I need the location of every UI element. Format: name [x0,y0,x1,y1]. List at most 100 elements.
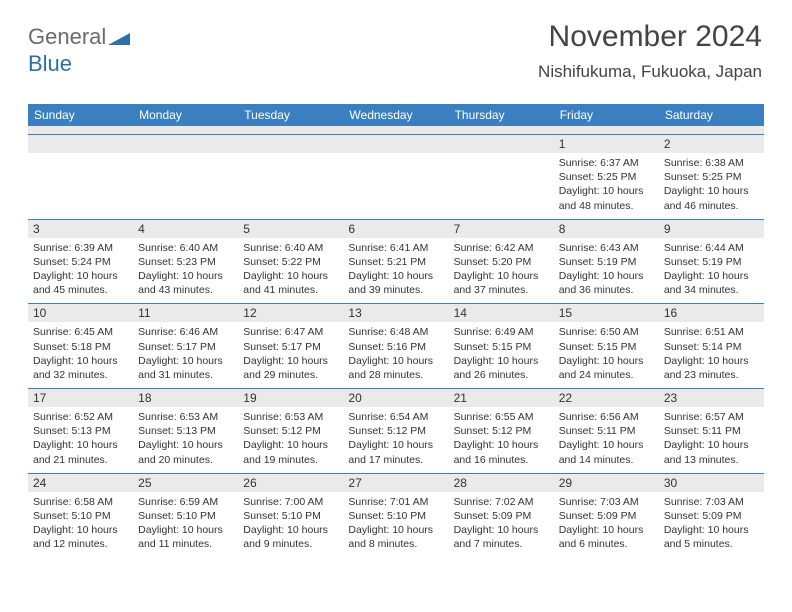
day-info: Sunrise: 6:38 AMSunset: 5:25 PMDaylight:… [664,156,759,213]
weeks-container: 1Sunrise: 6:37 AMSunset: 5:25 PMDaylight… [28,134,764,557]
dow-cell: Saturday [659,104,764,126]
sunrise-text: Sunrise: 6:49 AM [454,325,549,339]
day-cell: 5Sunrise: 6:40 AMSunset: 5:22 PMDaylight… [238,220,343,304]
day-cell: 18 Sunrise: 6:53 AMSunset: 5:13 PMDayligh… [133,389,238,473]
day-info: Sunrise: 6:41 AMSunset: 5:21 PMDaylight:… [348,241,443,298]
sunset-text: Sunset: 5:13 PM [138,424,233,438]
sunrise-text: Sunrise: 6:47 AM [243,325,338,339]
day-number: 21 [454,391,549,405]
sunset-text: Sunset: 5:19 PM [664,255,759,269]
day-info: Sunrise: 7:03 AMSunset: 5:09 PMDaylight:… [664,495,759,552]
daylight-text: Daylight: 10 hours and 19 minutes. [243,438,338,466]
sunset-text: Sunset: 5:25 PM [664,170,759,184]
sunrise-text: Sunrise: 6:48 AM [348,325,443,339]
sunrise-text: Sunrise: 6:46 AM [138,325,233,339]
day-cell: 7Sunrise: 6:42 AMSunset: 5:20 PMDaylight… [449,220,554,304]
day-number-strip: 10 [28,304,133,322]
sunset-text: Sunset: 5:09 PM [664,509,759,523]
day-number-strip: 7 [449,220,554,238]
daylight-text: Daylight: 10 hours and 12 minutes. [33,523,128,551]
daylight-text: Daylight: 10 hours and 43 minutes. [138,269,233,297]
day-number-strip: 18 [133,389,238,407]
week-row: 3Sunrise: 6:39 AMSunset: 5:24 PMDaylight… [28,219,764,304]
day-number: 26 [243,476,338,490]
day-number: 15 [559,306,654,320]
day-info: Sunrise: 6:48 AMSunset: 5:16 PMDaylight:… [348,325,443,382]
sunset-text: Sunset: 5:17 PM [243,340,338,354]
sunrise-text: Sunrise: 6:43 AM [559,241,654,255]
daylight-text: Daylight: 10 hours and 17 minutes. [348,438,443,466]
day-cell: 29Sunrise: 7:03 AMSunset: 5:09 PMDayligh… [554,474,659,558]
sunset-text: Sunset: 5:24 PM [33,255,128,269]
day-number-strip: 22 [554,389,659,407]
day-number-strip: 26 [238,474,343,492]
day-info: Sunrise: 6:40 AMSunset: 5:22 PMDaylight:… [243,241,338,298]
day-cell: 22Sunrise: 6:56 AMSunset: 5:11 PMDayligh… [554,389,659,473]
day-of-week-header: SundayMondayTuesdayWednesdayThursdayFrid… [28,104,764,126]
sunrise-text: Sunrise: 6:41 AM [348,241,443,255]
daylight-text: Daylight: 10 hours and 32 minutes. [33,354,128,382]
day-cell: 9 Sunrise: 6:44 AMSunset: 5:19 PMDaylight… [659,220,764,304]
day-number-strip: 21 [449,389,554,407]
day-info: Sunrise: 6:53 AMSunset: 5:13 PMDaylight:… [138,410,233,467]
day-number-strip [449,135,554,153]
sunrise-text: Sunrise: 6:50 AM [559,325,654,339]
day-number: 30 [664,476,759,490]
logo-triangle-icon [108,25,130,51]
day-number: 25 [138,476,233,490]
sunrise-text: Sunrise: 6:52 AM [33,410,128,424]
daylight-text: Daylight: 10 hours and 34 minutes. [664,269,759,297]
day-number: 23 [664,391,759,405]
daylight-text: Daylight: 10 hours and 26 minutes. [454,354,549,382]
sunset-text: Sunset: 5:09 PM [559,509,654,523]
sunrise-text: Sunrise: 7:03 AM [664,495,759,509]
day-cell: 10 Sunrise: 6:45 AMSunset: 5:18 PMDayligh… [28,304,133,388]
sunset-text: Sunset: 5:23 PM [138,255,233,269]
day-number: 1 [559,137,654,151]
sunrise-text: Sunrise: 7:01 AM [348,495,443,509]
week-row: 17Sunrise: 6:52 AMSunset: 5:13 PMDayligh… [28,388,764,473]
day-number-strip [343,135,448,153]
sunrise-text: Sunrise: 7:00 AM [243,495,338,509]
sunset-text: Sunset: 5:12 PM [243,424,338,438]
day-cell: 6Sunrise: 6:41 AMSunset: 5:21 PMDaylight… [343,220,448,304]
day-number-strip: 3 [28,220,133,238]
day-cell: 13 Sunrise: 6:48 AMSunset: 5:16 PMDayligh… [343,304,448,388]
dow-cell: Friday [554,104,659,126]
day-info: Sunrise: 6:55 AMSunset: 5:12 PMDaylight:… [454,410,549,467]
dow-cell: Tuesday [238,104,343,126]
day-info: Sunrise: 6:49 AMSunset: 5:15 PMDaylight:… [454,325,549,382]
day-cell: 12Sunrise: 6:47 AMSunset: 5:17 PMDayligh… [238,304,343,388]
sunset-text: Sunset: 5:21 PM [348,255,443,269]
spacer [28,126,764,134]
day-cell: 17Sunrise: 6:52 AMSunset: 5:13 PMDayligh… [28,389,133,473]
sunset-text: Sunset: 5:14 PM [664,340,759,354]
sunrise-text: Sunrise: 6:42 AM [454,241,549,255]
sunrise-text: Sunrise: 6:51 AM [664,325,759,339]
day-info: Sunrise: 6:58 AMSunset: 5:10 PMDaylight:… [33,495,128,552]
day-number: 29 [559,476,654,490]
sunset-text: Sunset: 5:11 PM [559,424,654,438]
day-cell [449,135,554,219]
day-info: Sunrise: 6:50 AMSunset: 5:15 PMDaylight:… [559,325,654,382]
day-number: 13 [348,306,443,320]
sunset-text: Sunset: 5:25 PM [559,170,654,184]
day-cell: 4Sunrise: 6:40 AMSunset: 5:23 PMDaylight… [133,220,238,304]
day-number: 7 [454,222,549,236]
sunrise-text: Sunrise: 6:56 AM [559,410,654,424]
sunrise-text: Sunrise: 6:38 AM [664,156,759,170]
day-info: Sunrise: 6:44 AMSunset: 5:19 PMDaylight:… [664,241,759,298]
day-number: 14 [454,306,549,320]
day-info: Sunrise: 6:45 AMSunset: 5:18 PMDaylight:… [33,325,128,382]
sunset-text: Sunset: 5:18 PM [33,340,128,354]
sunset-text: Sunset: 5:10 PM [348,509,443,523]
sunrise-text: Sunrise: 6:53 AM [243,410,338,424]
day-number-strip: 9 [659,220,764,238]
sunrise-text: Sunrise: 6:40 AM [243,241,338,255]
day-cell [133,135,238,219]
day-number: 18 [138,391,233,405]
daylight-text: Daylight: 10 hours and 9 minutes. [243,523,338,551]
dow-cell: Wednesday [343,104,448,126]
dow-cell: Sunday [28,104,133,126]
day-number-strip: 13 [343,304,448,322]
